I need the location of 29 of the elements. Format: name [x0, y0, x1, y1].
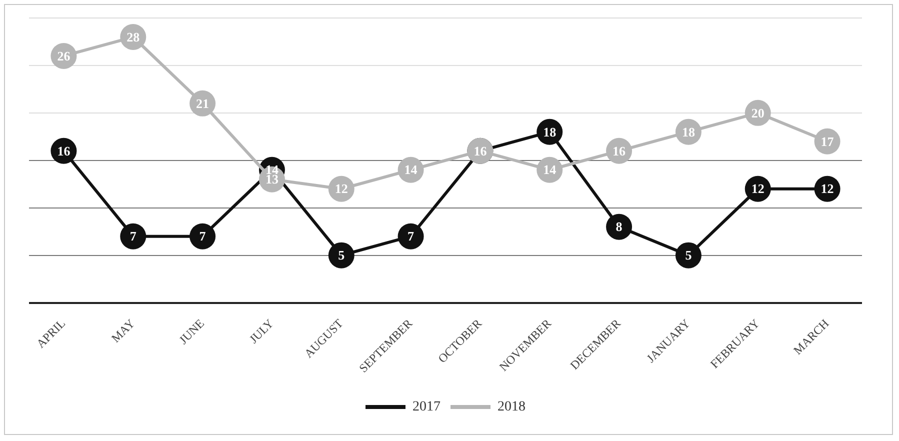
data-label: 12: [334, 181, 348, 196]
point: [190, 223, 216, 250]
data-label: 7: [408, 228, 415, 244]
point: [120, 223, 146, 250]
data-label: 5: [685, 248, 692, 263]
data-label: 17: [820, 134, 834, 149]
point: [606, 214, 632, 240]
legend-label: 2017: [412, 400, 440, 415]
data-label: 12: [820, 181, 834, 196]
point: [398, 223, 424, 250]
data-label: 21: [196, 96, 210, 111]
data-label: 26: [57, 48, 71, 64]
data-label: 18: [543, 124, 557, 140]
data-label: 7: [199, 228, 206, 244]
data-label: 28: [126, 29, 140, 44]
data-label: 16: [474, 143, 488, 158]
data-label: 7: [130, 228, 137, 244]
data-label: 14: [404, 162, 418, 178]
data-label: 8: [616, 219, 623, 234]
data-label: 5: [338, 248, 346, 263]
data-label: 18: [682, 124, 696, 140]
data-label: 12: [751, 181, 764, 196]
data-label: 14: [543, 162, 557, 178]
point: [675, 242, 702, 268]
data-label: 16: [612, 143, 626, 158]
point: [328, 242, 354, 268]
data-label: 20: [751, 105, 764, 120]
data-label: 16: [57, 143, 71, 158]
legend-label: 2018: [498, 400, 526, 415]
